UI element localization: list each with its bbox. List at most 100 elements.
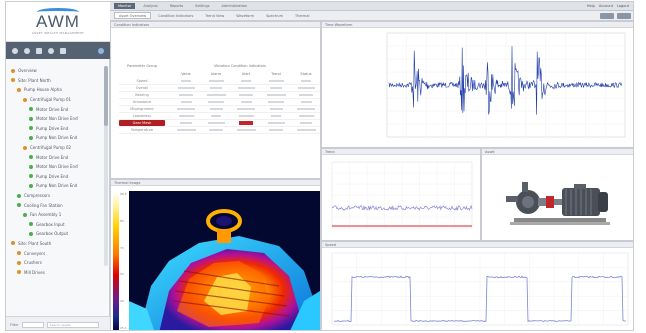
sub-tab[interactable]: Thermal [295,14,310,18]
cell-value-placeholder [297,87,315,89]
table-row[interactable]: Temperature [119,127,320,134]
table-row[interactable]: Misalignment [119,106,320,113]
cell-value-placeholder [271,115,281,117]
table-cell [201,128,231,132]
sub-tab[interactable]: Waveform [236,14,255,18]
refresh-icon[interactable] [24,47,30,54]
sub-tab[interactable]: Spectrum [266,14,284,18]
tree-scrollbar[interactable] [104,66,108,266]
table-cell [171,86,201,90]
top-link[interactable]: Logout [617,4,629,8]
top-link[interactable]: Account [598,4,614,8]
favorites-icon[interactable] [48,47,54,54]
top-tab[interactable]: Administration [221,4,248,8]
sub-nav-actions [600,12,633,19]
table-cell [231,128,261,132]
row-label: Gear Mesh [119,120,165,126]
cell-value-placeholder [268,80,284,82]
column-header: Alert [241,72,251,76]
table-cell [201,121,231,125]
expand-icon[interactable] [60,47,66,54]
table-cell [261,86,291,90]
table-row[interactable]: Unbalance [119,99,320,106]
tree-item[interactable]: Pump Drive End [6,124,110,134]
cell-value-placeholder [238,115,254,117]
table-cell [231,100,261,104]
tree-item[interactable]: Gearbox Input [6,220,110,230]
settings-icon[interactable] [12,47,18,54]
sub-tab[interactable]: Trend View [205,14,225,18]
tree-item[interactable]: Motor Drive End [6,104,110,114]
tree-item-label: Pump Drive End [36,125,69,131]
scrollbar-thumb[interactable] [104,66,108,126]
table-cell [171,107,201,111]
tree-item[interactable]: Gearbox Output [6,229,110,239]
table-row[interactable]: Gear Mesh [119,120,320,127]
tree-item[interactable]: Overview [6,66,110,76]
tree-item-label: Conveyors [24,250,46,256]
sub-tab[interactable]: Asset Overview [114,12,152,19]
top-tab[interactable]: Analysis [143,4,158,8]
tree-item[interactable]: Conveyors [6,248,110,258]
table-row[interactable]: Looseness [119,113,320,120]
tree-item[interactable]: Pump Non Drive End [6,133,110,143]
row-label: Unbalance [132,100,152,104]
tree-item[interactable]: Motor Non Drive End [6,114,110,124]
status-dot-icon [17,270,21,275]
table-row[interactable]: Overall [119,85,320,92]
top-tab[interactable]: Monitor [114,3,136,9]
tree-item[interactable]: Pump Non Drive End [6,181,110,191]
tree-item[interactable]: Centrifugal Pump 02 [6,143,110,153]
tree-item[interactable]: Crushers [6,258,110,268]
search-icon[interactable] [98,47,104,54]
tree-item[interactable]: Site: Plant North [6,76,110,86]
tree-item[interactable]: Centrifugal Pump 01 [6,95,110,105]
tree-item[interactable]: Motor Drive End [6,152,110,162]
filter-input[interactable] [21,321,44,328]
tree-item-label: Motor Drive End [36,154,69,160]
search-assets-input[interactable]: Search assets [46,321,99,328]
sidebar: AWM ASSET WEALTH MANAGEMENT Overview Site… [6,2,110,330]
table-cell [201,100,231,104]
tree-item[interactable]: Site: Plant South [6,239,110,249]
table-cell [231,79,261,83]
tree-item-label: Pump Non Drive End [36,183,78,189]
tree-item-label: Site: Plant South [18,240,52,246]
tree-item-label: Motor Non Drive End [36,164,78,170]
top-tab[interactable]: Reports [169,4,184,8]
cell-value-placeholder [181,80,191,82]
top-nav: Monitor Analysis Reports Settings Administra… [110,2,633,11]
tree-item[interactable]: Cooling Fan Station [6,200,110,210]
tree-item[interactable]: Pump Drive End [6,172,110,182]
status-dot-icon [29,174,33,179]
status-dot-icon [17,260,21,265]
alarm-chip [239,120,253,125]
panel-title: Asset [482,149,633,155]
table-cell [261,121,291,125]
tree-item[interactable]: Pump House Alpha [6,85,110,95]
column-header: Status [300,72,312,76]
filter-label: Filter [10,322,19,327]
tree-item-label: Site: Plant North [18,77,51,83]
table-cell [261,114,291,118]
waveform-chart [386,32,626,138]
tree-item[interactable]: Motor Non Drive End [6,162,110,172]
status-dot-icon [29,164,33,169]
export-button[interactable] [600,12,614,19]
table-cell [171,121,201,125]
cell-value-placeholder [209,129,223,131]
scale-tick-label: 98.5 [120,192,127,196]
top-tab[interactable]: Settings [195,4,210,8]
table-row[interactable]: Bearing [119,92,320,99]
tree-item[interactable]: Mill Drives [6,267,110,277]
cell-value-placeholder [297,108,315,110]
sub-tab[interactable]: Condition Indicators [158,14,194,18]
trend-chart [331,161,473,229]
print-button[interactable] [617,12,631,19]
filter-icon[interactable] [36,47,42,54]
table-row[interactable]: Speed [119,78,320,85]
tree-item[interactable]: Compressors [6,191,110,201]
tree-item[interactable]: Fan Assembly 1 [6,210,110,220]
pump-motor-graphic [506,182,610,225]
top-link[interactable]: Help [586,4,595,8]
